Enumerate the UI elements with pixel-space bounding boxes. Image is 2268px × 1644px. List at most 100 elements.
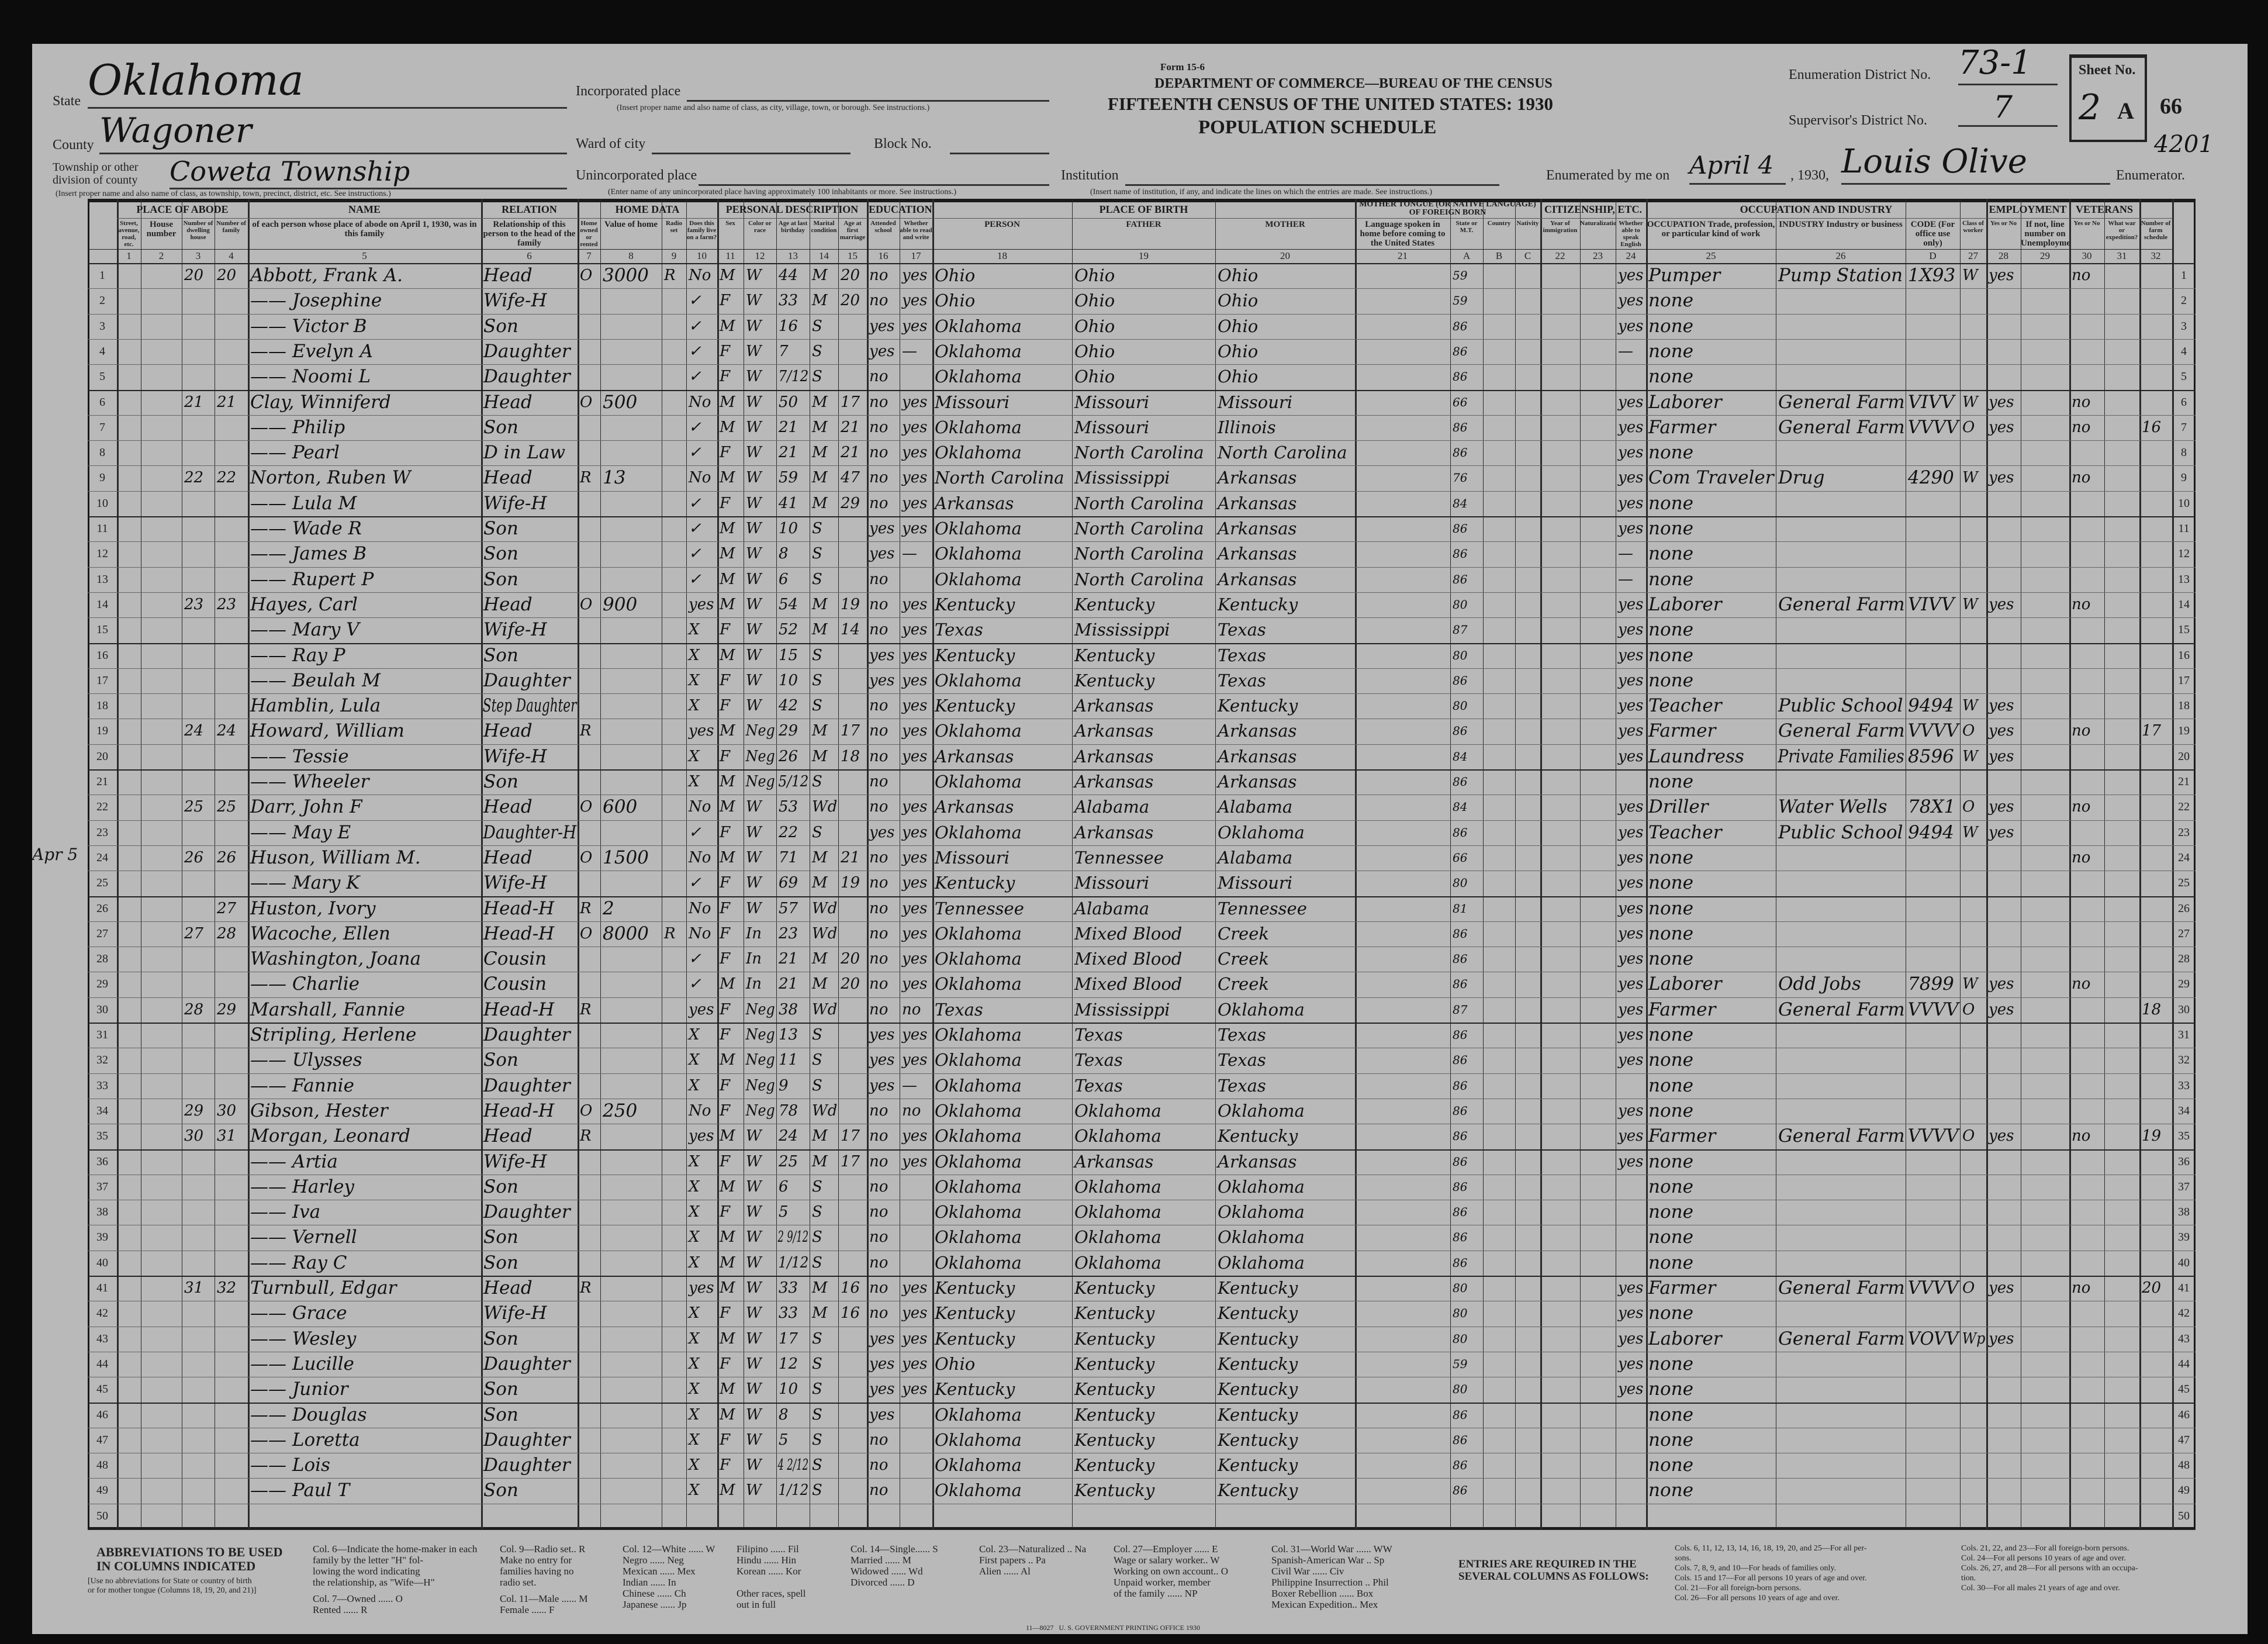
cell-industry: General Farm bbox=[1778, 999, 1905, 1020]
line-number-right: 49 bbox=[2178, 1484, 2190, 1497]
cell-relation: Daughter-H bbox=[483, 821, 577, 843]
cell-home-tenure: O bbox=[580, 1101, 593, 1120]
line-number-left: 28 bbox=[96, 952, 108, 966]
cell-birthplace-person: Oklahoma bbox=[935, 721, 1022, 741]
cell-marital-condition: S bbox=[812, 1456, 822, 1474]
cell-relation: Daughter bbox=[483, 1455, 571, 1476]
cell-code-d: 1X93 bbox=[1908, 265, 1956, 286]
line-number-left: 26 bbox=[96, 902, 108, 915]
line-number-left: 37 bbox=[96, 1180, 108, 1193]
cell-class-of-worker: O bbox=[1962, 418, 1975, 436]
cell-name: —— Noomi L bbox=[250, 366, 371, 388]
cell-class-of-worker: W bbox=[1962, 697, 1978, 715]
cell-marital-condition: M bbox=[812, 621, 828, 639]
cell-code-a: 86 bbox=[1453, 775, 1468, 789]
cell-occupation: none bbox=[1648, 492, 1693, 514]
cell-marital-condition: M bbox=[812, 393, 828, 411]
cell-race: W bbox=[746, 899, 762, 917]
column-number-attended-school: 16 bbox=[878, 250, 888, 261]
cell-marital-condition: M bbox=[812, 975, 828, 993]
cell-relation: Head bbox=[483, 1277, 533, 1298]
column-divider bbox=[117, 199, 119, 1529]
column-header-radio-set: Radio set bbox=[665, 220, 683, 234]
cell-occupation: Teacher bbox=[1648, 821, 1722, 843]
cell-attended-school: no bbox=[869, 621, 888, 639]
cell-birthplace-father: Arkansas bbox=[1074, 772, 1154, 792]
cell-speaks-english: yes bbox=[1618, 697, 1644, 715]
line-number-right: 24 bbox=[2178, 851, 2190, 864]
cell-race: Neg bbox=[745, 722, 775, 740]
cell-read-write: yes bbox=[902, 1329, 928, 1348]
cell-relation: Daughter bbox=[483, 1024, 571, 1045]
column-number-farm-schedule: 32 bbox=[2151, 250, 2161, 261]
cell-age: 21 bbox=[779, 444, 798, 462]
cell-occupation: none bbox=[1648, 442, 1693, 464]
cell-birthplace-father: Oklahoma bbox=[1074, 1126, 1161, 1146]
cell-age-first-marriage: 20 bbox=[841, 975, 860, 993]
enumeration-district-label: Enumeration District No. bbox=[1789, 67, 1931, 82]
column-header-birthplace-mother: MOTHER bbox=[1265, 220, 1305, 229]
cell-birthplace-mother: Illinois bbox=[1218, 417, 1276, 437]
cell-birthplace-father: Kentucky bbox=[1074, 1278, 1155, 1298]
cell-read-write: — bbox=[902, 1076, 917, 1094]
cell-relation: Son bbox=[483, 1480, 518, 1501]
cell-employed: yes bbox=[1989, 469, 2014, 487]
cell-birthplace-mother: Kentucky bbox=[1218, 1353, 1298, 1374]
row-divider bbox=[88, 997, 2196, 998]
cell-code-a: 59 bbox=[1453, 293, 1468, 308]
cell-birthplace-father: Kentucky bbox=[1074, 645, 1155, 665]
cell-age-first-marriage: 17 bbox=[841, 1127, 860, 1145]
column-number-farm: 10 bbox=[697, 250, 707, 261]
cell-sex: F bbox=[720, 899, 731, 917]
cell-race: W bbox=[746, 595, 762, 613]
cell-birthplace-mother: Texas bbox=[1218, 1025, 1266, 1045]
line-number-right: 47 bbox=[2178, 1433, 2190, 1446]
line-number-right: 43 bbox=[2178, 1332, 2190, 1345]
line-number-left: 17 bbox=[96, 674, 108, 687]
cell-occupation: none bbox=[1648, 644, 1693, 666]
cell-race: Neg bbox=[745, 1026, 775, 1044]
cell-age-first-marriage: 19 bbox=[841, 595, 860, 613]
line-number-right: 1 bbox=[2181, 269, 2187, 282]
column-header-age: Age at last birthday bbox=[778, 220, 808, 234]
cell-class-of-worker: W bbox=[1962, 975, 1978, 993]
cell-relation: Head bbox=[483, 720, 533, 742]
cell-read-write: yes bbox=[902, 494, 928, 512]
column-number-birthplace-mother: 20 bbox=[1280, 250, 1290, 261]
cell-relation: Son bbox=[483, 1404, 518, 1425]
line-number-left: 12 bbox=[96, 547, 108, 561]
cell-birthplace-mother: Creek bbox=[1218, 974, 1269, 994]
cell-name: Huson, William M. bbox=[250, 847, 421, 868]
cell-relation: Son bbox=[483, 518, 518, 539]
cell-marital-condition: M bbox=[812, 469, 828, 487]
cell-age: 2 9/12 bbox=[777, 1228, 809, 1246]
cell-relation: Daughter bbox=[483, 1075, 571, 1096]
line-number-left: 50 bbox=[96, 1509, 108, 1522]
cell-occupation: none bbox=[1648, 1201, 1693, 1223]
cell-birthplace-father: North Carolina bbox=[1074, 569, 1204, 589]
group-header-occupation: OCCUPATION AND INDUSTRY bbox=[1740, 203, 1893, 215]
column-header-immigration-year: Year of immigration bbox=[1543, 220, 1578, 234]
cell-birthplace-mother: Ohio bbox=[1218, 367, 1259, 387]
cell-marital-condition: S bbox=[812, 570, 822, 588]
cell-race: W bbox=[746, 570, 762, 588]
line-number-right: 6 bbox=[2181, 395, 2187, 409]
cell-code-a: 86 bbox=[1453, 1078, 1468, 1093]
line-number-left: 13 bbox=[96, 572, 108, 586]
cell-speaks-english: yes bbox=[1618, 975, 1644, 993]
line-number-left: 24 bbox=[96, 851, 108, 864]
cell-speaks-english: yes bbox=[1618, 874, 1644, 892]
cell-age: 42 bbox=[779, 697, 798, 715]
cell-dwelling-number: 23 bbox=[184, 595, 204, 613]
cell-relation: Head bbox=[483, 847, 533, 868]
cell-sex: F bbox=[720, 1076, 731, 1094]
cell-speaks-english: yes bbox=[1618, 747, 1644, 765]
cell-birthplace-person: Oklahoma bbox=[935, 670, 1022, 690]
cell-marital-condition: S bbox=[812, 342, 822, 360]
cell-sex: F bbox=[720, 292, 731, 310]
cell-read-write: yes bbox=[902, 595, 928, 613]
line-number-left: 49 bbox=[96, 1484, 108, 1497]
cell-age: 24 bbox=[779, 1127, 798, 1145]
row-divider bbox=[88, 845, 2196, 846]
